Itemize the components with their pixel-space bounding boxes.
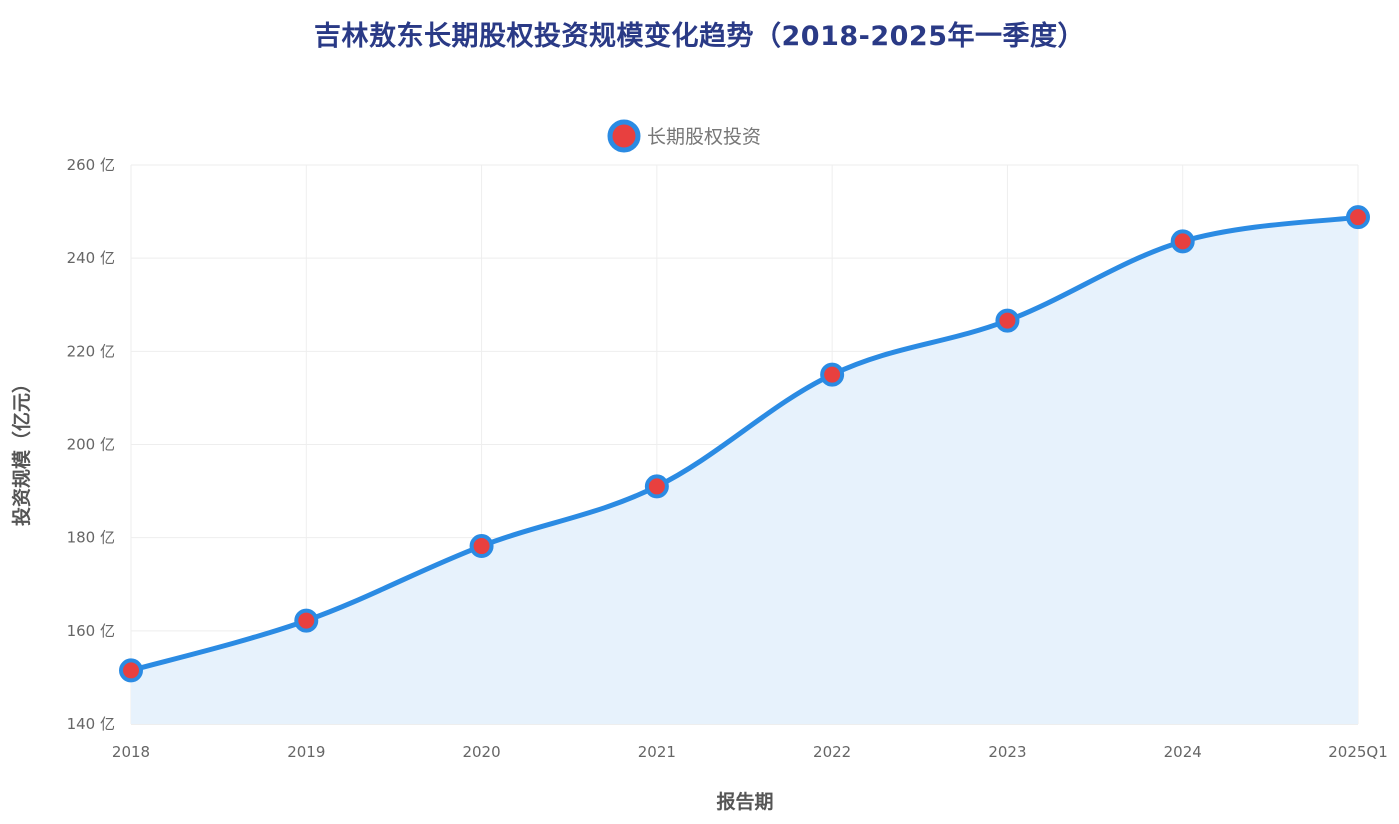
y-axis-title: 投资规模（亿元） xyxy=(10,374,33,526)
data-point[interactable] xyxy=(469,534,494,559)
y-axis-ticks: 140 亿 160 亿 180 亿 200 亿 220 亿 240 亿 260 亿 xyxy=(67,156,115,733)
y-tick-label: 220 亿 xyxy=(67,342,115,360)
x-tick-label: 2018 xyxy=(112,743,150,761)
y-tick-label: 260 亿 xyxy=(67,156,115,174)
x-tick-label: 2023 xyxy=(988,743,1026,761)
y-tick-label: 140 亿 xyxy=(67,715,115,733)
legend-marker-icon xyxy=(607,119,641,153)
legend[interactable]: 长期股权投资 xyxy=(607,119,761,153)
data-point[interactable] xyxy=(294,608,319,633)
data-points xyxy=(119,205,1370,683)
chart-title: 吉林敖东长期股权投资规模变化趋势（2018-2025年一季度） xyxy=(314,21,1085,52)
data-point[interactable] xyxy=(995,308,1020,333)
x-tick-label: 2024 xyxy=(1164,743,1202,761)
x-tick-label: 2025Q1 xyxy=(1328,743,1388,761)
data-point[interactable] xyxy=(1170,229,1195,254)
series-area xyxy=(131,217,1358,724)
x-tick-label: 2022 xyxy=(813,743,851,761)
x-axis-ticks: 2018 2019 2020 2021 2022 2023 2024 2025Q1 xyxy=(112,743,1388,761)
y-tick-label: 200 亿 xyxy=(67,436,115,454)
area-fill-layer xyxy=(131,217,1358,724)
data-point[interactable] xyxy=(119,658,143,683)
series-line xyxy=(128,214,1361,673)
data-point[interactable] xyxy=(820,362,845,387)
x-axis-title: 报告期 xyxy=(716,790,773,813)
x-tick-label: 2020 xyxy=(462,743,500,761)
data-point[interactable] xyxy=(644,474,669,499)
x-tick-label: 2019 xyxy=(287,743,325,761)
data-point[interactable] xyxy=(1346,205,1370,230)
legend-label: 长期股权投资 xyxy=(647,126,761,148)
y-tick-label: 240 亿 xyxy=(67,249,115,267)
x-tick-label: 2021 xyxy=(638,743,676,761)
series-line-layer xyxy=(128,214,1361,673)
y-tick-label: 160 亿 xyxy=(67,622,115,640)
y-tick-label: 180 亿 xyxy=(67,529,115,547)
